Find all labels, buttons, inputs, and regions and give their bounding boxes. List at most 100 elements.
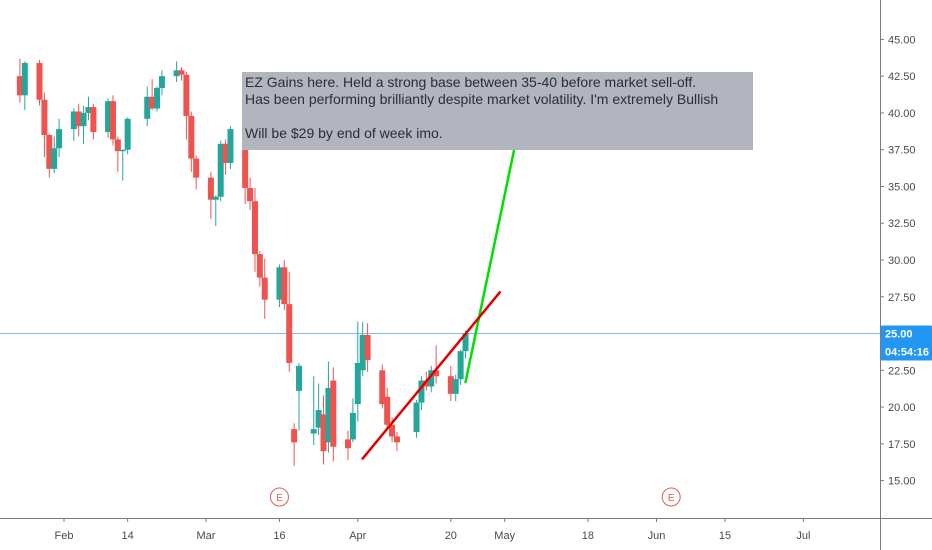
candle-49 [359,321,366,377]
candle-body [364,335,371,360]
x-tick-label: Jun [648,530,666,542]
candle-20 [158,70,165,96]
x-tick-label: 14 [122,530,134,542]
candle-10 [85,96,92,121]
event-marker-label: E [668,493,675,504]
candle-62 [457,349,464,385]
candle-body [222,143,229,163]
price-axis[interactable]: 45.00 42.50 40.00 37.50 35.00 32.50 30.00 27.50… [880,34,916,488]
candle-body [286,304,293,363]
candle-body [227,129,234,163]
annotation-box[interactable]: EZ Gains here. Held a strong base betwee… [242,72,753,150]
y-tick-label: 17.50 [888,439,916,451]
candle-25 [193,155,200,190]
x-tick-label: 16 [273,530,285,542]
candle-51 [379,364,386,409]
candle-22 [178,67,185,81]
candle-body [310,429,317,434]
candle-14 [114,136,121,172]
candle-5 [51,136,58,174]
event-marker-circle [269,487,289,507]
annotation-line-4: Will be $29 by end of week imo. [245,125,443,141]
candle-7 [70,108,77,141]
event-marker-circle [661,487,681,507]
candle-55 [413,399,420,438]
candle-1 [21,61,28,110]
candle-body [21,62,28,96]
candle-43 [320,395,327,465]
trend-lines[interactable] [361,123,521,460]
candle-17 [144,86,151,127]
candle-46 [345,430,351,460]
candle-body [178,70,185,75]
candle-body [251,201,258,255]
trend-line-1 [361,291,502,460]
x-tick-label: Apr [349,530,366,542]
x-tick-label: May [494,530,515,542]
candle-30 [227,126,234,169]
candle-body [51,148,58,169]
candles [16,58,469,466]
candle-body [36,62,43,100]
candle-body [457,351,464,380]
x-tick-label: Jul [796,530,810,542]
candle-56 [418,376,425,410]
candle-39 [291,423,298,466]
y-tick-label: 35.00 [888,181,916,193]
candle-body [16,76,23,96]
candle-32 [247,177,254,210]
candle-body [144,96,151,119]
candle-45 [330,367,337,462]
y-tick-label: 32.50 [888,218,916,230]
candle-body [75,111,82,127]
candle-body [124,118,131,150]
y-tick-label: 27.50 [888,292,916,304]
candle-body [413,402,420,433]
candle-24 [188,111,195,172]
candle-body [207,177,214,200]
candle-body [242,129,249,188]
y-tick-label: 40.00 [888,108,916,120]
candle-59 [433,345,440,384]
price-badge-value: 25.00 [885,329,913,341]
candle-body [41,99,48,135]
trend-line-0 [464,123,521,384]
candle-47 [349,398,356,443]
candle-body [315,410,322,428]
candle-41 [310,376,317,446]
candle-body [330,380,337,447]
candle-body [70,111,77,130]
candle-body [256,254,263,278]
y-tick-label: 42.50 [888,71,916,83]
time-axis[interactable]: Feb 14 Mar 16 Apr 20 May 18 Jun 15 Jul [55,518,811,542]
candle-body [173,70,180,77]
y-tick-label: 22.50 [888,365,916,377]
candle-body [105,101,112,133]
candle-26 [207,171,214,219]
candle-body [281,267,288,305]
candle-body [296,365,303,391]
candle-body [247,187,254,202]
x-tick-label: Feb [55,530,74,542]
candle-6 [56,118,63,158]
y-tick-label: 30.00 [888,255,916,267]
candle-19 [154,86,161,112]
candle-54 [393,432,400,452]
event-marker-label: E [276,493,283,504]
candle-body [183,74,190,116]
x-tick-label: 18 [582,530,594,542]
candle-body [80,112,87,127]
candle-body [320,414,327,452]
candle-18 [149,79,156,110]
candle-body [154,87,161,109]
candle-4 [46,133,53,178]
candle-21 [173,61,180,83]
candle-body [349,412,356,440]
candle-60 [447,365,454,402]
candle-44 [325,361,332,453]
candle-13 [109,95,116,146]
candle-38 [286,271,293,372]
